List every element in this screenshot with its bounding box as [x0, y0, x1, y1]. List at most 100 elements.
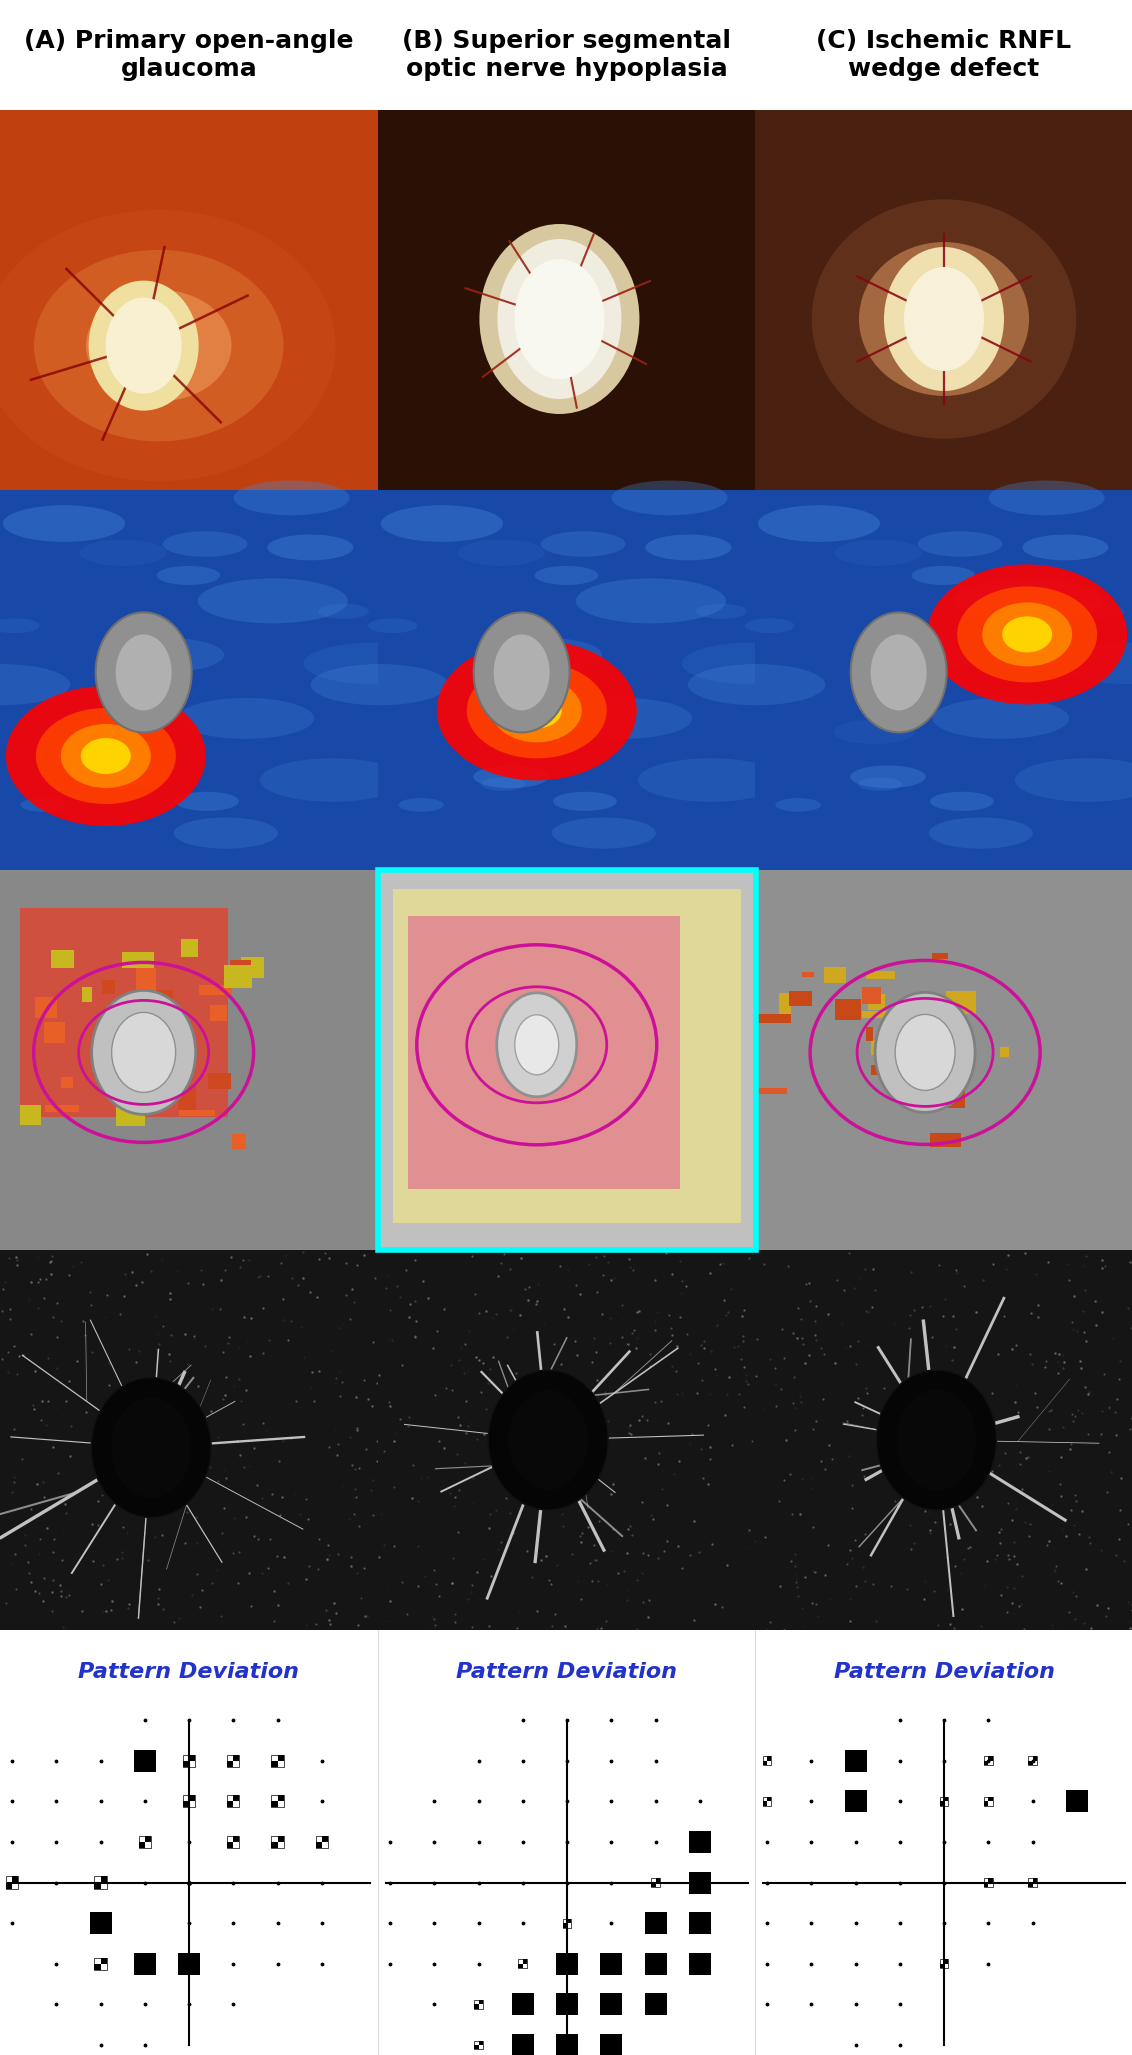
Bar [233, 1796, 239, 1802]
Ellipse shape [260, 758, 405, 801]
Ellipse shape [515, 1015, 559, 1075]
Bar [1032, 1878, 1037, 1882]
Bar [651, 1878, 660, 1886]
Bar [94, 1965, 101, 1971]
Bar [241, 958, 264, 978]
Bar [232, 1134, 246, 1149]
Bar [168, 1046, 188, 1052]
Ellipse shape [541, 532, 626, 557]
Bar [144, 1067, 177, 1091]
Bar [134, 1952, 156, 1975]
Ellipse shape [953, 577, 1103, 623]
Bar [378, 489, 756, 869]
Bar [688, 1831, 711, 1854]
Ellipse shape [457, 540, 544, 565]
Bar [101, 1876, 106, 1882]
Bar [871, 1040, 891, 1054]
Bar [20, 908, 228, 1118]
Bar [944, 1796, 949, 1802]
Ellipse shape [1002, 616, 1052, 651]
Ellipse shape [958, 586, 1097, 682]
Bar [988, 1796, 993, 1802]
Ellipse shape [380, 506, 503, 543]
Bar [127, 1011, 160, 1032]
Bar [228, 1802, 233, 1806]
Bar [6, 1882, 12, 1889]
Bar [984, 1757, 993, 1765]
Bar [189, 1796, 195, 1802]
Bar [316, 1841, 321, 1847]
Text: Pattern Deviation: Pattern Deviation [833, 1662, 1055, 1681]
Ellipse shape [2, 506, 125, 543]
Ellipse shape [850, 612, 946, 732]
Ellipse shape [163, 532, 248, 557]
Ellipse shape [551, 818, 655, 849]
Ellipse shape [488, 1371, 608, 1510]
Bar [189, 1755, 195, 1761]
Bar [183, 1755, 195, 1767]
Bar [277, 1835, 283, 1841]
Bar [152, 991, 173, 1003]
Bar [228, 1835, 239, 1847]
Ellipse shape [884, 247, 1004, 390]
Ellipse shape [86, 290, 232, 401]
Bar [321, 1835, 328, 1841]
Bar [183, 1761, 189, 1767]
Ellipse shape [95, 612, 191, 732]
Bar [474, 2045, 479, 2049]
Ellipse shape [556, 699, 692, 740]
Ellipse shape [95, 764, 171, 789]
Bar [556, 1952, 578, 1975]
Ellipse shape [103, 777, 147, 791]
Ellipse shape [466, 662, 607, 758]
Bar [378, 869, 756, 1249]
Bar [101, 1958, 106, 1965]
Bar [688, 1872, 711, 1893]
Bar [0, 1630, 1132, 2055]
Bar [984, 1882, 988, 1886]
Ellipse shape [480, 224, 640, 413]
Bar [600, 1993, 623, 2016]
Ellipse shape [497, 238, 621, 399]
Bar [789, 991, 812, 1007]
Bar [132, 1081, 164, 1095]
Bar [121, 951, 154, 968]
Bar [117, 1106, 145, 1126]
Ellipse shape [1015, 758, 1132, 801]
Bar [755, 1249, 1132, 1630]
Bar [145, 1835, 151, 1841]
Ellipse shape [473, 764, 549, 789]
Ellipse shape [0, 619, 40, 633]
Bar [844, 1749, 866, 1771]
Ellipse shape [907, 286, 981, 353]
Bar [89, 1911, 111, 1934]
Ellipse shape [983, 602, 1072, 666]
Bar [755, 489, 1132, 869]
Ellipse shape [508, 1389, 589, 1490]
Text: (A) Primary open-angle
glaucoma: (A) Primary open-angle glaucoma [24, 29, 353, 80]
Ellipse shape [178, 699, 315, 740]
Bar [139, 1835, 151, 1847]
Bar [178, 1085, 196, 1110]
Ellipse shape [112, 1013, 175, 1093]
Ellipse shape [61, 723, 151, 787]
Ellipse shape [0, 187, 367, 506]
Bar [556, 1993, 578, 2016]
Bar [944, 1958, 949, 1965]
Ellipse shape [128, 323, 190, 370]
Bar [940, 1965, 944, 1969]
Ellipse shape [895, 1015, 955, 1091]
Text: Pattern Deviation: Pattern Deviation [456, 1662, 677, 1681]
Bar [183, 1802, 189, 1806]
Ellipse shape [491, 678, 582, 742]
Ellipse shape [933, 699, 1069, 740]
Ellipse shape [988, 481, 1105, 516]
Ellipse shape [318, 604, 369, 619]
Bar [984, 1761, 988, 1765]
Ellipse shape [850, 764, 926, 789]
Bar [556, 2034, 578, 2055]
Ellipse shape [233, 481, 350, 516]
Bar [316, 1835, 328, 1847]
Ellipse shape [918, 532, 1003, 557]
Ellipse shape [755, 148, 1132, 489]
